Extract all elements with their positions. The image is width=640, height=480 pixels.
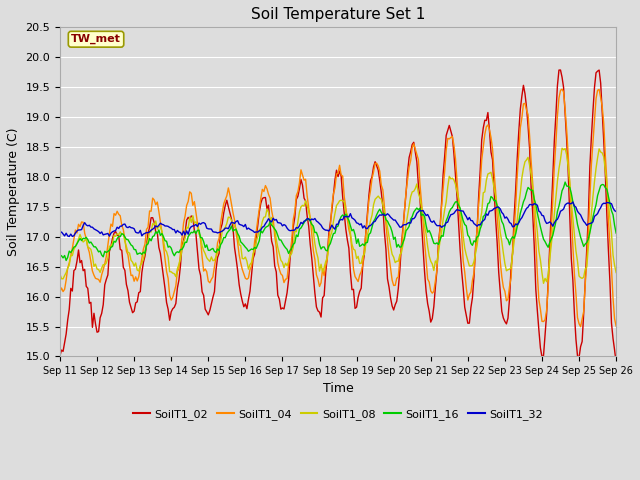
SoilT1_32 bbox=[161, 223, 169, 229]
SoilT1_16 bbox=[546, 240, 554, 245]
SoilT1_16 bbox=[161, 238, 169, 243]
Line: SoilT1_32: SoilT1_32 bbox=[60, 202, 616, 237]
SoilT1_08 bbox=[56, 271, 64, 277]
Line: SoilT1_04: SoilT1_04 bbox=[60, 89, 616, 327]
SoilT1_16 bbox=[393, 244, 401, 250]
SoilT1_16 bbox=[612, 230, 620, 236]
SoilT1_16 bbox=[62, 258, 70, 264]
SoilT1_08 bbox=[612, 270, 620, 276]
SoilT1_08 bbox=[546, 256, 554, 262]
X-axis label: Time: Time bbox=[323, 382, 353, 395]
Line: SoilT1_02: SoilT1_02 bbox=[60, 70, 616, 362]
SoilT1_04 bbox=[72, 227, 79, 233]
SoilT1_04 bbox=[577, 324, 584, 330]
SoilT1_08 bbox=[558, 145, 566, 151]
SoilT1_04 bbox=[56, 289, 64, 295]
SoilT1_08 bbox=[159, 237, 167, 243]
SoilT1_02 bbox=[612, 360, 620, 365]
SoilT1_08 bbox=[404, 213, 412, 219]
SoilT1_16 bbox=[374, 209, 382, 215]
Legend: SoilT1_02, SoilT1_04, SoilT1_08, SoilT1_16, SoilT1_32: SoilT1_02, SoilT1_04, SoilT1_08, SoilT1_… bbox=[129, 405, 547, 425]
SoilT1_04 bbox=[404, 177, 412, 182]
SoilT1_04 bbox=[373, 160, 381, 166]
SoilT1_16 bbox=[56, 252, 64, 258]
SoilT1_08 bbox=[72, 243, 79, 249]
Line: SoilT1_16: SoilT1_16 bbox=[60, 182, 616, 261]
SoilT1_02 bbox=[72, 266, 79, 272]
SoilT1_02 bbox=[544, 280, 552, 286]
SoilT1_08 bbox=[392, 260, 399, 265]
SoilT1_04 bbox=[159, 243, 167, 249]
SoilT1_16 bbox=[561, 179, 569, 185]
SoilT1_04 bbox=[392, 282, 399, 288]
SoilT1_32 bbox=[73, 228, 81, 234]
SoilT1_02 bbox=[56, 353, 64, 359]
SoilT1_32 bbox=[569, 199, 577, 205]
SoilT1_04 bbox=[558, 86, 566, 92]
SoilT1_32 bbox=[393, 220, 401, 226]
SoilT1_32 bbox=[56, 230, 64, 236]
SoilT1_08 bbox=[540, 280, 547, 286]
Text: TW_met: TW_met bbox=[71, 34, 121, 44]
SoilT1_32 bbox=[546, 219, 554, 225]
SoilT1_02 bbox=[557, 67, 564, 73]
Line: SoilT1_08: SoilT1_08 bbox=[60, 148, 616, 283]
SoilT1_32 bbox=[405, 220, 413, 226]
SoilT1_08 bbox=[373, 195, 381, 201]
SoilT1_02 bbox=[159, 274, 167, 280]
SoilT1_32 bbox=[374, 214, 382, 219]
SoilT1_32 bbox=[65, 234, 73, 240]
SoilT1_16 bbox=[405, 224, 413, 229]
SoilT1_16 bbox=[73, 241, 81, 247]
SoilT1_02 bbox=[392, 302, 399, 308]
SoilT1_02 bbox=[404, 169, 412, 175]
SoilT1_04 bbox=[544, 285, 552, 290]
SoilT1_02 bbox=[373, 163, 381, 168]
Title: Soil Temperature Set 1: Soil Temperature Set 1 bbox=[251, 7, 425, 22]
Y-axis label: Soil Temperature (C): Soil Temperature (C) bbox=[7, 128, 20, 256]
SoilT1_32 bbox=[612, 209, 620, 215]
SoilT1_04 bbox=[612, 323, 620, 329]
